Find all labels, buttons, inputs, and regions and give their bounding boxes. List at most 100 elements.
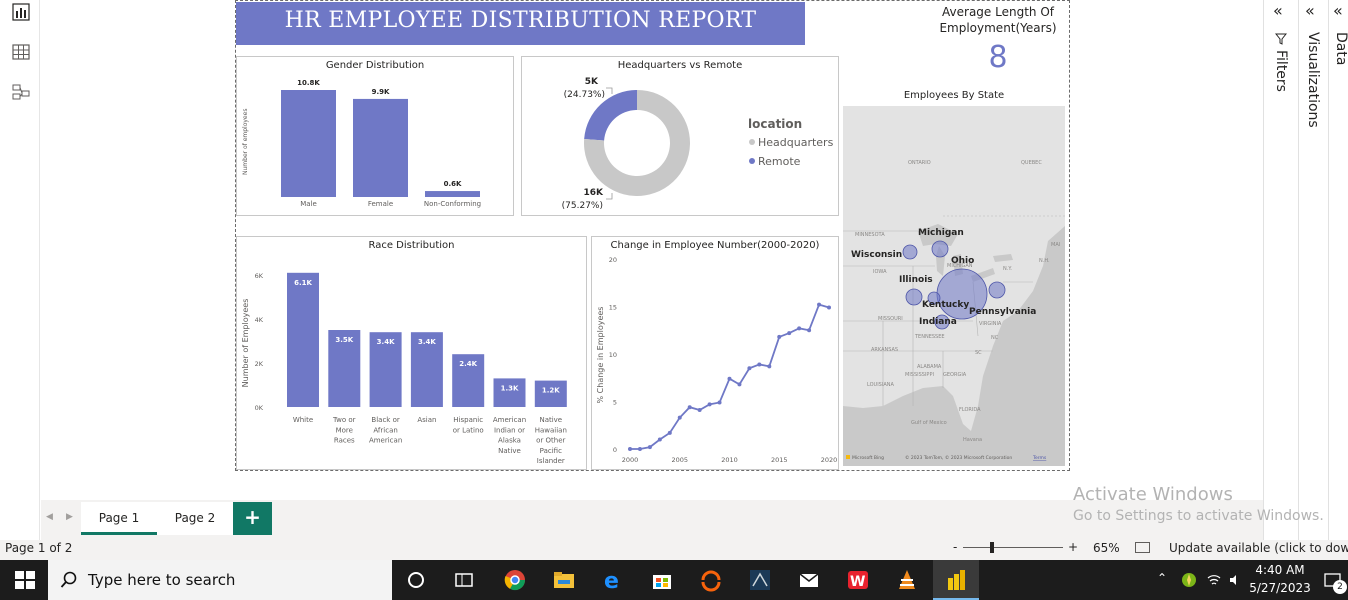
bubble-ohio[interactable] (988, 281, 1006, 299)
change-ytick: 15 (609, 304, 617, 312)
change-point[interactable] (628, 447, 632, 451)
change-point[interactable] (647, 445, 652, 450)
donut-slice-remote[interactable] (584, 90, 637, 141)
filters-collapse-chevron-icon[interactable]: « (1273, 1, 1283, 20)
visualizations-collapse-chevron-icon[interactable]: « (1305, 1, 1315, 20)
tab-page-1[interactable]: Page 1 (81, 502, 157, 535)
bubble-wisconsin[interactable] (902, 244, 918, 260)
bing-logo-icon (846, 455, 850, 459)
clock-time[interactable]: 4:40 AM (1255, 563, 1305, 577)
location-chart-title: Headquarters vs Remote (617, 60, 743, 71)
change-point[interactable] (697, 408, 702, 413)
change-point[interactable] (717, 400, 722, 405)
tray-chevron-up-icon[interactable]: ⌃ (1157, 571, 1168, 585)
state-map[interactable]: ONTARIO QUEBEC MINNESOTA IOWA MISSOURI ARKANS… (843, 106, 1065, 466)
filters-pane-label[interactable]: Filters (1273, 50, 1289, 92)
data-collapse-chevron-icon[interactable]: « (1333, 1, 1343, 20)
report-view-icon[interactable] (11, 2, 31, 22)
add-page-button[interactable]: + (233, 502, 272, 535)
tab-scroll-left-icon[interactable]: ◀ (46, 512, 53, 522)
store-icon[interactable] (650, 568, 674, 592)
change-xtick: 2010 (721, 456, 738, 464)
race-bar[interactable] (328, 330, 361, 407)
change-point[interactable] (727, 376, 732, 381)
change-chart-card[interactable]: Change in Employee Number(2000-2020) % C… (591, 236, 839, 470)
change-point[interactable] (747, 366, 752, 371)
bubble-indiana[interactable] (934, 314, 950, 330)
change-point[interactable] (787, 331, 792, 336)
data-pane[interactable]: « Data (1328, 0, 1348, 540)
tab-page-2[interactable]: Page 2 (157, 502, 233, 535)
fit-to-page-icon[interactable] (1135, 542, 1150, 553)
mail-icon[interactable] (797, 568, 821, 592)
clock-date[interactable]: 5/27/2023 (1249, 581, 1311, 595)
gender-chart-card[interactable]: Gender Distribution Number of employees … (236, 56, 514, 216)
zoom-out-button[interactable]: - (953, 540, 958, 554)
change-point[interactable] (817, 302, 822, 307)
zoom-slider-thumb[interactable] (990, 542, 994, 553)
legend-headquarters[interactable]: Headquarters (758, 136, 834, 149)
task-view-icon[interactable] (452, 568, 476, 592)
vlc-icon[interactable] (895, 568, 919, 592)
chrome-icon[interactable] (503, 568, 527, 592)
race-bar[interactable] (534, 380, 567, 407)
change-point[interactable] (807, 328, 812, 333)
tray-app-icon[interactable] (1181, 572, 1197, 588)
gender-ylabel: Number of employees (242, 109, 249, 175)
gender-bar[interactable] (353, 98, 408, 197)
change-ytick: 20 (609, 256, 617, 264)
bubble-michigan[interactable] (931, 240, 949, 258)
table-view-icon[interactable] (11, 42, 31, 62)
change-point[interactable] (797, 326, 802, 331)
race-bar-label: 2.4K (459, 360, 477, 368)
change-point[interactable] (657, 437, 662, 442)
cortana-icon[interactable] (404, 568, 428, 592)
legend-remote-swatch (749, 158, 755, 164)
race-bar[interactable] (452, 354, 485, 407)
visualizations-pane-label[interactable]: Visualizations (1305, 32, 1321, 128)
app-orange-icon[interactable] (699, 568, 723, 592)
powerbi-taskbar-active[interactable] (933, 560, 979, 600)
zoom-in-button[interactable]: + (1068, 540, 1079, 554)
gender-bar[interactable] (281, 90, 336, 197)
volume-icon[interactable] (1228, 573, 1242, 587)
map-region-label: N.Y. (1003, 266, 1012, 272)
donut-slice-headquarters[interactable] (584, 90, 690, 196)
change-point[interactable] (827, 305, 831, 310)
change-point[interactable] (737, 382, 742, 387)
location-chart-card[interactable]: Headquarters vs Remote 5K (24.73%) 16K (… (521, 56, 839, 216)
update-available-link[interactable]: Update available (click to downloa (1169, 541, 1348, 555)
change-point[interactable] (667, 430, 672, 435)
taskbar-search-input[interactable]: Type here to search (48, 560, 392, 600)
edge-icon[interactable]: e (601, 568, 625, 592)
race-bar[interactable] (369, 332, 402, 407)
race-bar[interactable] (287, 272, 319, 407)
change-point[interactable] (767, 364, 772, 369)
wps-office-icon[interactable]: W (846, 568, 870, 592)
bubble-illinois[interactable] (905, 288, 923, 306)
change-point[interactable] (757, 362, 762, 367)
sql-server-icon[interactable] (748, 568, 772, 592)
map-terms-link[interactable]: Terms (1032, 455, 1047, 461)
change-point[interactable] (677, 415, 682, 420)
visualizations-pane[interactable]: « Visualizations (1298, 0, 1328, 540)
bubble-kentucky[interactable] (927, 291, 941, 305)
legend-remote[interactable]: Remote (758, 155, 801, 168)
zoom-slider-track[interactable] (963, 547, 1063, 548)
windows-start-icon[interactable] (13, 568, 37, 592)
change-point[interactable] (637, 447, 642, 451)
filters-pane[interactable]: « Filters (1263, 0, 1298, 540)
gender-bar[interactable] (425, 191, 480, 197)
wifi-icon[interactable] (1207, 573, 1221, 587)
change-point[interactable] (707, 402, 712, 407)
race-bar[interactable] (410, 332, 443, 407)
location-donut-chart: 5K (24.73%) 16K (75.27%) location Headqu… (562, 77, 834, 211)
data-pane-label[interactable]: Data (1333, 32, 1348, 66)
race-bar[interactable] (493, 378, 526, 407)
change-point[interactable] (777, 334, 782, 339)
tab-scroll-right-icon[interactable]: ▶ (66, 512, 73, 522)
file-explorer-icon[interactable] (552, 568, 576, 592)
model-view-icon[interactable] (11, 82, 31, 102)
change-point[interactable] (687, 405, 692, 410)
race-chart-card[interactable]: Race Distribution Number of Employees 6K… (236, 236, 587, 470)
